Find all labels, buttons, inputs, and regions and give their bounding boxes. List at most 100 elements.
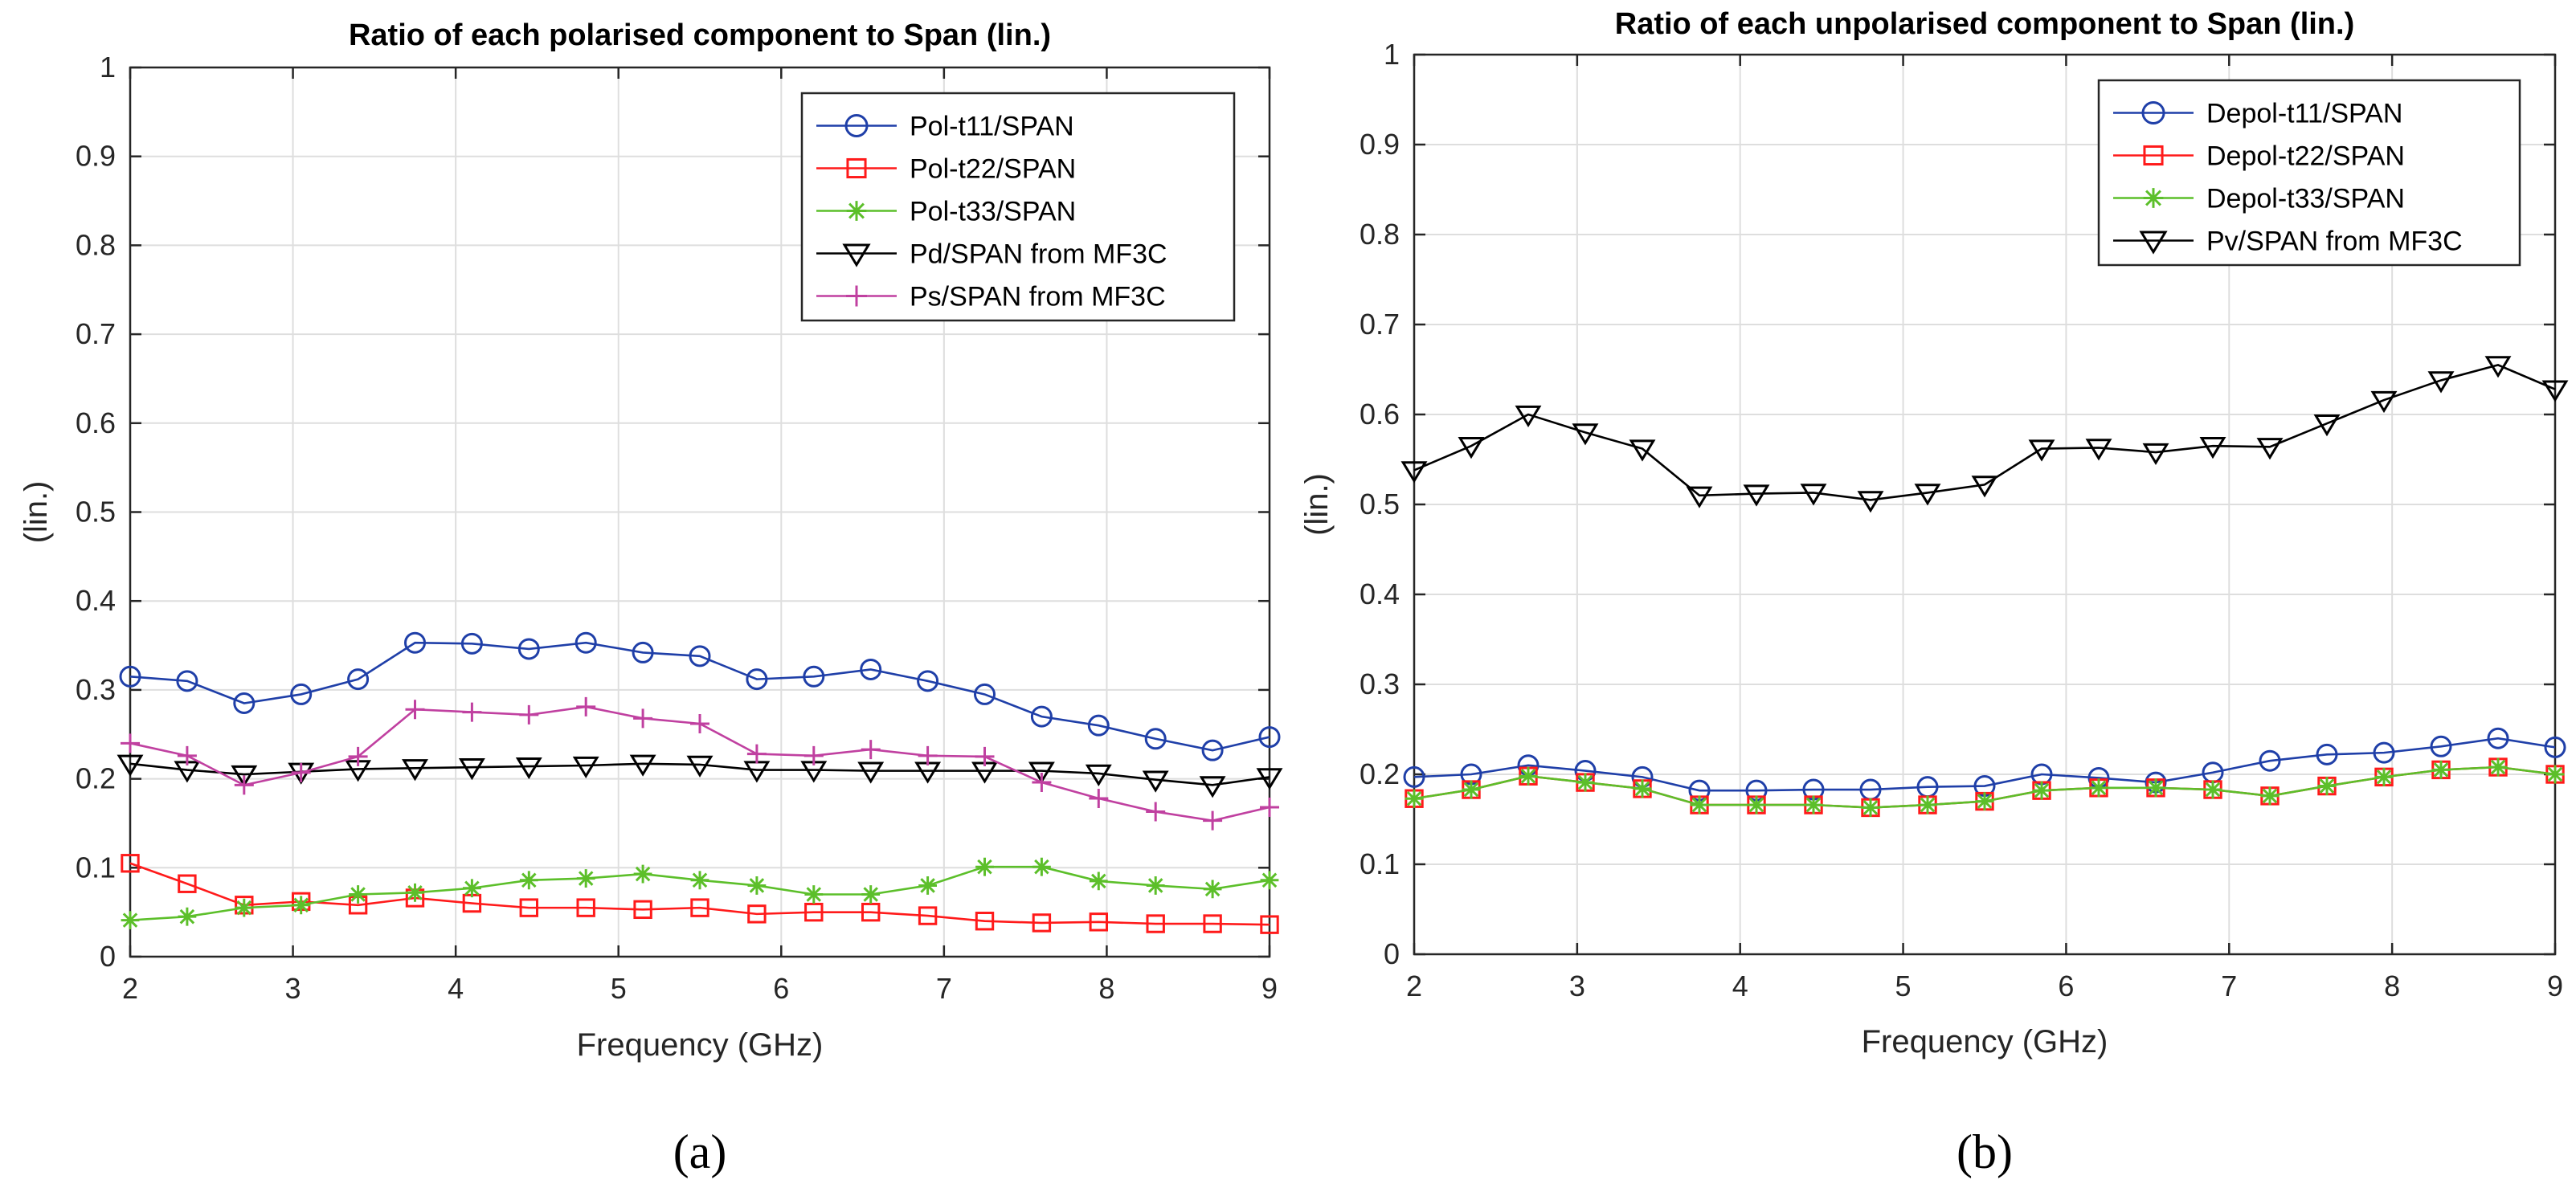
series-pol-t33-span	[121, 857, 1279, 930]
y-tick-label: 0.5	[1360, 488, 1400, 520]
legend-label: Depol-t11/SPAN	[2206, 99, 2402, 129]
series-line	[129, 862, 1270, 926]
series-line	[129, 762, 1270, 786]
data-point	[633, 708, 653, 729]
data-point	[1747, 795, 1766, 814]
data-point	[576, 898, 595, 917]
data-point	[1030, 705, 1053, 728]
x-tick-label: 3	[1569, 970, 1585, 1002]
legend-label: Pol-t33/SPAN	[910, 197, 1076, 227]
x-tick-label: 7	[2221, 970, 2237, 1002]
data-point	[1515, 405, 1542, 428]
data-point	[177, 745, 197, 765]
y-tick-label: 0	[1384, 937, 1400, 970]
data-point	[1142, 770, 1169, 793]
data-point	[1914, 484, 1941, 506]
data-point	[2203, 780, 2222, 799]
data-point	[1146, 802, 1166, 822]
data-point	[1032, 773, 1052, 793]
y-tick-label: 0.8	[1360, 218, 1400, 251]
data-point	[231, 765, 258, 788]
x-tick-label: 6	[2058, 970, 2074, 1002]
data-point	[178, 907, 197, 926]
data-point	[1405, 789, 1424, 808]
data-point	[119, 665, 141, 688]
data-point	[1260, 915, 1279, 934]
data-point	[1144, 728, 1167, 750]
data-point	[975, 746, 995, 766]
data-point	[348, 746, 368, 766]
chart-title: Ratio of each polarised component to Spa…	[349, 18, 1051, 52]
x-tick-label: 5	[1895, 970, 1912, 1002]
data-point	[291, 762, 311, 782]
data-point	[804, 885, 824, 904]
data-point	[746, 744, 767, 764]
data-point	[803, 745, 824, 765]
data-point	[803, 665, 825, 688]
data-point	[405, 700, 425, 720]
data-point	[2089, 778, 2108, 798]
data-point	[2316, 743, 2338, 765]
data-point	[2488, 757, 2508, 777]
data-point	[519, 871, 538, 890]
chart-panel-b: 2 3 4 5 6 7 8 9 0 0.1 0.2 0.3 0.4 0.5 0.6 0.7 0.8 0.9 1 Rat…	[1299, 7, 2569, 1178]
data-point	[1199, 776, 1226, 798]
legend-label: Pol-t22/SPAN	[910, 154, 1076, 185]
data-point	[917, 670, 939, 692]
data-point	[2374, 767, 2394, 786]
x-tick-label: 7	[936, 972, 952, 1005]
y-tick-label: 0.1	[1360, 847, 1400, 880]
series-depol-t33-span	[1405, 757, 2565, 817]
x-tick-label: 8	[1098, 972, 1114, 1005]
data-point	[1201, 739, 1224, 761]
data-point	[861, 885, 881, 904]
series-line	[129, 641, 1270, 752]
data-point	[1260, 798, 1279, 818]
data-point	[233, 692, 256, 715]
legend-marker	[842, 243, 871, 267]
data-point	[690, 898, 709, 917]
data-point	[690, 871, 709, 890]
y-tick-label: 0.7	[76, 317, 116, 350]
data-point	[515, 757, 542, 780]
x-tick-label: 9	[2547, 970, 2563, 1002]
data-point	[462, 702, 482, 722]
x-axis-label: Frequency (GHz)	[1862, 1024, 2108, 1059]
legend-label: Pd/SPAN from MF3C	[910, 239, 1167, 270]
y-tick-label: 0	[100, 940, 116, 973]
data-point	[689, 645, 711, 667]
data-point	[517, 638, 540, 660]
data-point	[519, 898, 538, 917]
y-tick-label: 0.5	[76, 496, 116, 529]
data-point	[1403, 765, 1425, 788]
data-point	[2028, 439, 2055, 462]
y-tick-label: 0.6	[76, 406, 116, 439]
data-point	[406, 883, 424, 902]
data-point	[1519, 766, 1538, 786]
data-point	[633, 864, 652, 884]
series-line	[1413, 737, 2556, 792]
x-tick-label: 4	[1732, 970, 1748, 1002]
data-point	[1458, 437, 1485, 459]
legend-label: Depol-t33/SPAN	[2206, 184, 2405, 214]
x-tick-label: 3	[285, 972, 301, 1005]
data-point	[804, 902, 824, 922]
legend-marker	[2143, 188, 2164, 208]
panel-label: (b)	[1957, 1125, 2013, 1178]
legend-label: Depol-t22/SPAN	[2206, 141, 2405, 172]
data-point	[1686, 486, 1713, 508]
data-point	[463, 879, 481, 898]
data-point	[1203, 914, 1222, 933]
data-point	[519, 704, 539, 725]
chart-title: Ratio of each unpolarised component to S…	[1615, 7, 2354, 41]
series-pol-t11-span	[119, 631, 1281, 761]
data-point	[178, 874, 197, 893]
data-point	[1462, 780, 1481, 799]
data-point	[1260, 871, 1279, 890]
data-point	[458, 758, 485, 781]
data-point	[2541, 380, 2569, 402]
data-point	[1032, 857, 1051, 876]
series-pol-t22-span	[121, 854, 1279, 934]
y-tick-label: 0.2	[76, 762, 116, 795]
data-point	[2545, 765, 2565, 784]
